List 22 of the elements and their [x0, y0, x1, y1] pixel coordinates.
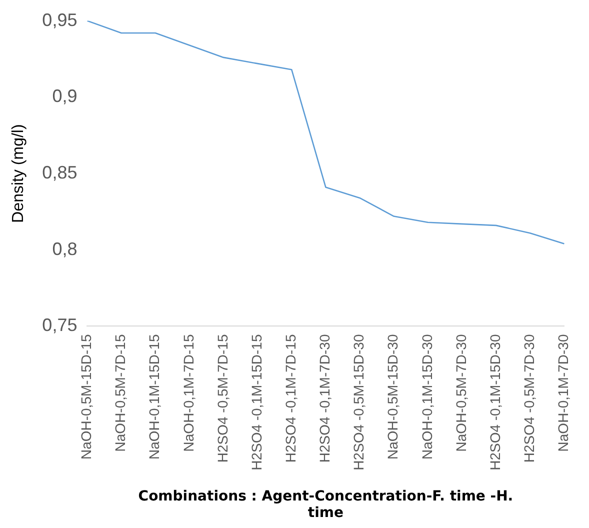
y-tick-label: 0,75	[42, 315, 78, 336]
x-tick-label: H2SO4 -0,1M-15D-30	[486, 334, 503, 470]
x-tick-label: NaOH-0,5M-15D-15	[78, 334, 94, 460]
x-tick-label: NaOH-0,5M-15D-30	[384, 334, 401, 460]
x-tick-label: NaOH-0,5M-7D-15	[112, 334, 128, 452]
x-axis-title: Combinations : Agent-Concentration-F. time -H. time	[138, 488, 514, 522]
x-tick-label: NaOH-0,5M-7D-30	[452, 334, 469, 452]
x-tick-label: NaOH-0,1M-7D-15	[180, 334, 196, 452]
x-tick-label: H2SO4 -0,1M-7D-15	[282, 334, 299, 463]
y-tick-label: 0,95	[42, 10, 78, 30]
x-tick-label: H2SO4 -0,5M-7D-30	[520, 334, 537, 463]
y-axis-title: Density (mg/l)	[10, 124, 28, 223]
x-tick-label: H2SO4 -0,5M-15D-30	[350, 334, 367, 470]
x-tick-label: NaOH-0,1M-7D-30	[555, 334, 572, 452]
x-tick-label: NaOH-0,1M-15D-15	[146, 334, 162, 460]
y-tick-label: 0,85	[42, 162, 78, 182]
y-tick-label: 0,9	[52, 86, 78, 106]
x-tick-label: H2SO4 -0,1M-7D-30	[316, 334, 333, 463]
y-tick-label: 0,8	[52, 238, 78, 259]
x-tick-label: NaOH-0,1M-15D-30	[418, 334, 435, 460]
x-tick-label: H2SO4 -0,1M-15D-15	[248, 334, 264, 470]
x-tick-label: H2SO4 -0,5M-7D-15	[214, 334, 230, 463]
